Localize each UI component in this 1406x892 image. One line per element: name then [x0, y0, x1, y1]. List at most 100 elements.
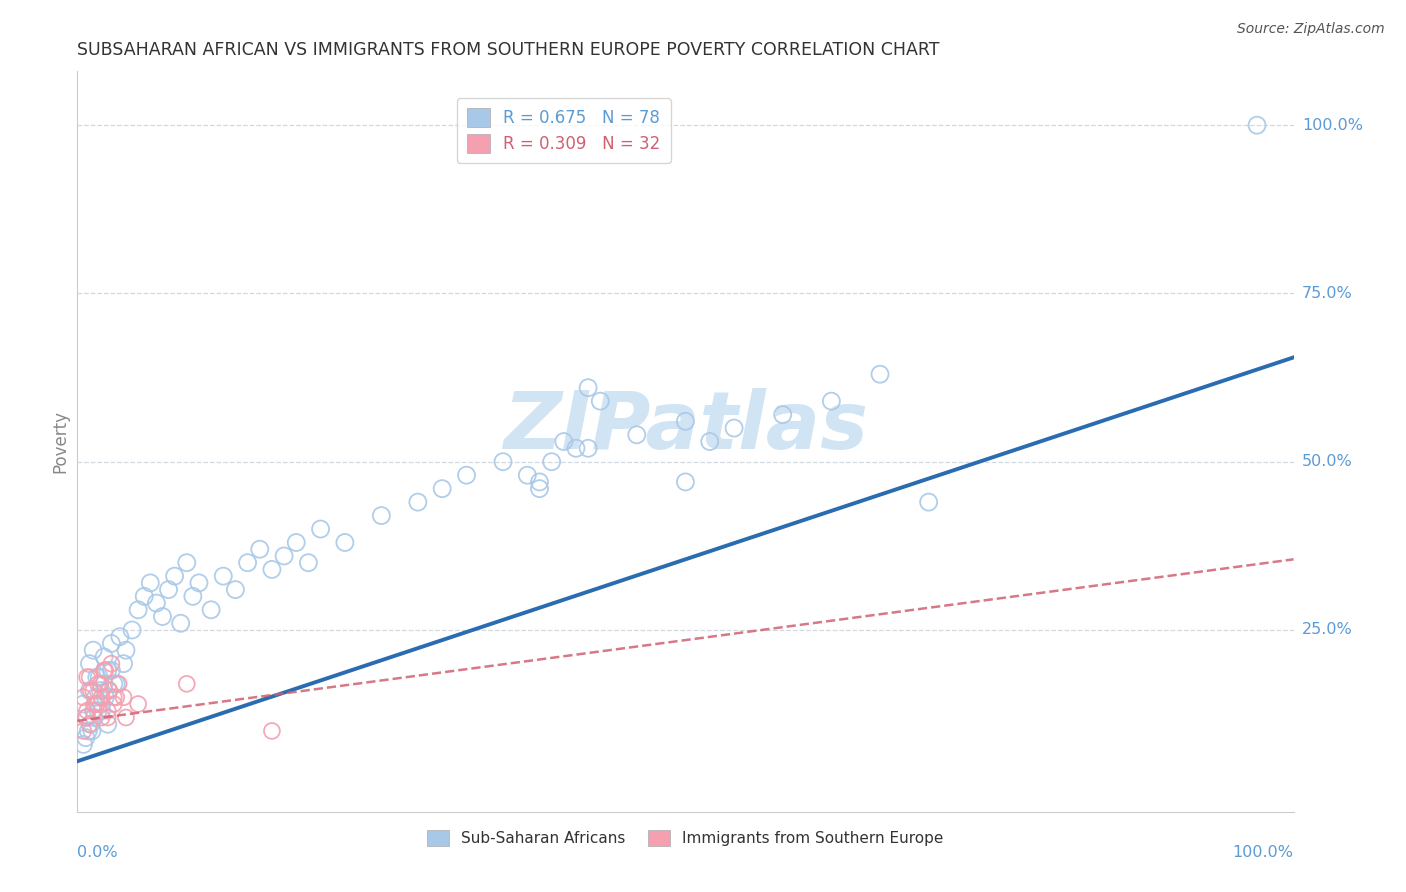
Point	[86, 670, 108, 684]
Point	[72, 690, 94, 705]
Point	[86, 697, 108, 711]
Point	[79, 670, 101, 684]
Point	[80, 723, 103, 738]
Point	[97, 717, 120, 731]
Point	[89, 670, 111, 684]
Point	[170, 616, 193, 631]
Text: SUBSAHARAN AFRICAN VS IMMIGRANTS FROM SOUTHERN EUROPE POVERTY CORRELATION CHART: SUBSAHARAN AFRICAN VS IMMIGRANTS FROM SO…	[77, 41, 939, 59]
Point	[565, 442, 588, 456]
Point	[127, 603, 149, 617]
Point	[576, 381, 599, 395]
Point	[529, 482, 551, 496]
Point	[86, 697, 108, 711]
Point	[115, 643, 138, 657]
Point	[100, 664, 122, 678]
Point	[76, 710, 98, 724]
Point	[77, 723, 100, 738]
Point	[456, 468, 478, 483]
Point	[772, 408, 794, 422]
Point	[134, 590, 156, 604]
Point	[82, 643, 104, 657]
Point	[285, 535, 308, 549]
Point	[80, 717, 103, 731]
Point	[139, 575, 162, 590]
Point	[79, 683, 101, 698]
Point	[75, 731, 97, 745]
Point	[224, 582, 246, 597]
Point	[90, 697, 112, 711]
Point	[820, 394, 842, 409]
Y-axis label: Poverty: Poverty	[51, 410, 69, 473]
Point	[83, 697, 105, 711]
Point	[105, 690, 128, 705]
Point	[699, 434, 721, 449]
Point	[516, 468, 538, 483]
Point	[492, 455, 515, 469]
Point	[87, 677, 110, 691]
Point	[918, 495, 941, 509]
Point	[200, 603, 222, 617]
Legend: Sub-Saharan Africans, Immigrants from Southern Europe: Sub-Saharan Africans, Immigrants from So…	[422, 824, 949, 852]
Point	[529, 475, 551, 489]
Point	[589, 394, 612, 409]
Point	[90, 704, 112, 718]
Point	[79, 657, 101, 671]
Point	[80, 683, 103, 698]
Point	[181, 590, 204, 604]
Point	[370, 508, 392, 523]
Point	[430, 482, 453, 496]
Point	[626, 427, 648, 442]
Point	[72, 697, 94, 711]
Text: 75.0%: 75.0%	[1302, 286, 1353, 301]
Point	[89, 677, 111, 691]
Point	[103, 697, 125, 711]
Point	[723, 421, 745, 435]
Point	[553, 434, 575, 449]
Point	[72, 723, 94, 738]
Point	[127, 697, 149, 711]
Point	[188, 575, 211, 590]
Point	[97, 683, 120, 698]
Point	[406, 495, 429, 509]
Point	[100, 636, 122, 650]
Point	[176, 677, 198, 691]
Point	[97, 710, 120, 724]
Point	[72, 738, 94, 752]
Point	[97, 683, 120, 698]
Point	[83, 710, 105, 724]
Point	[107, 677, 129, 691]
Point	[249, 542, 271, 557]
Point	[675, 414, 697, 428]
Point	[87, 704, 110, 718]
Point	[1246, 118, 1268, 132]
Point	[540, 455, 562, 469]
Point	[79, 717, 101, 731]
Point	[97, 664, 120, 678]
Point	[260, 723, 283, 738]
Text: 100.0%: 100.0%	[1233, 845, 1294, 860]
Point	[121, 623, 143, 637]
Point	[260, 562, 283, 576]
Point	[273, 549, 295, 563]
Text: Source: ZipAtlas.com: Source: ZipAtlas.com	[1237, 22, 1385, 37]
Point	[115, 710, 138, 724]
Point	[309, 522, 332, 536]
Text: 0.0%: 0.0%	[77, 845, 118, 860]
Point	[84, 690, 107, 705]
Point	[76, 704, 98, 718]
Point	[76, 670, 98, 684]
Point	[869, 368, 891, 382]
Text: 50.0%: 50.0%	[1302, 454, 1353, 469]
Point	[82, 683, 104, 698]
Point	[103, 677, 125, 691]
Point	[93, 677, 115, 691]
Point	[152, 609, 174, 624]
Point	[94, 664, 117, 678]
Text: 25.0%: 25.0%	[1302, 623, 1353, 638]
Point	[157, 582, 180, 597]
Point	[333, 535, 356, 549]
Point	[576, 442, 599, 456]
Point	[100, 657, 122, 671]
Point	[675, 475, 697, 489]
Text: ZIPatlas: ZIPatlas	[503, 388, 868, 466]
